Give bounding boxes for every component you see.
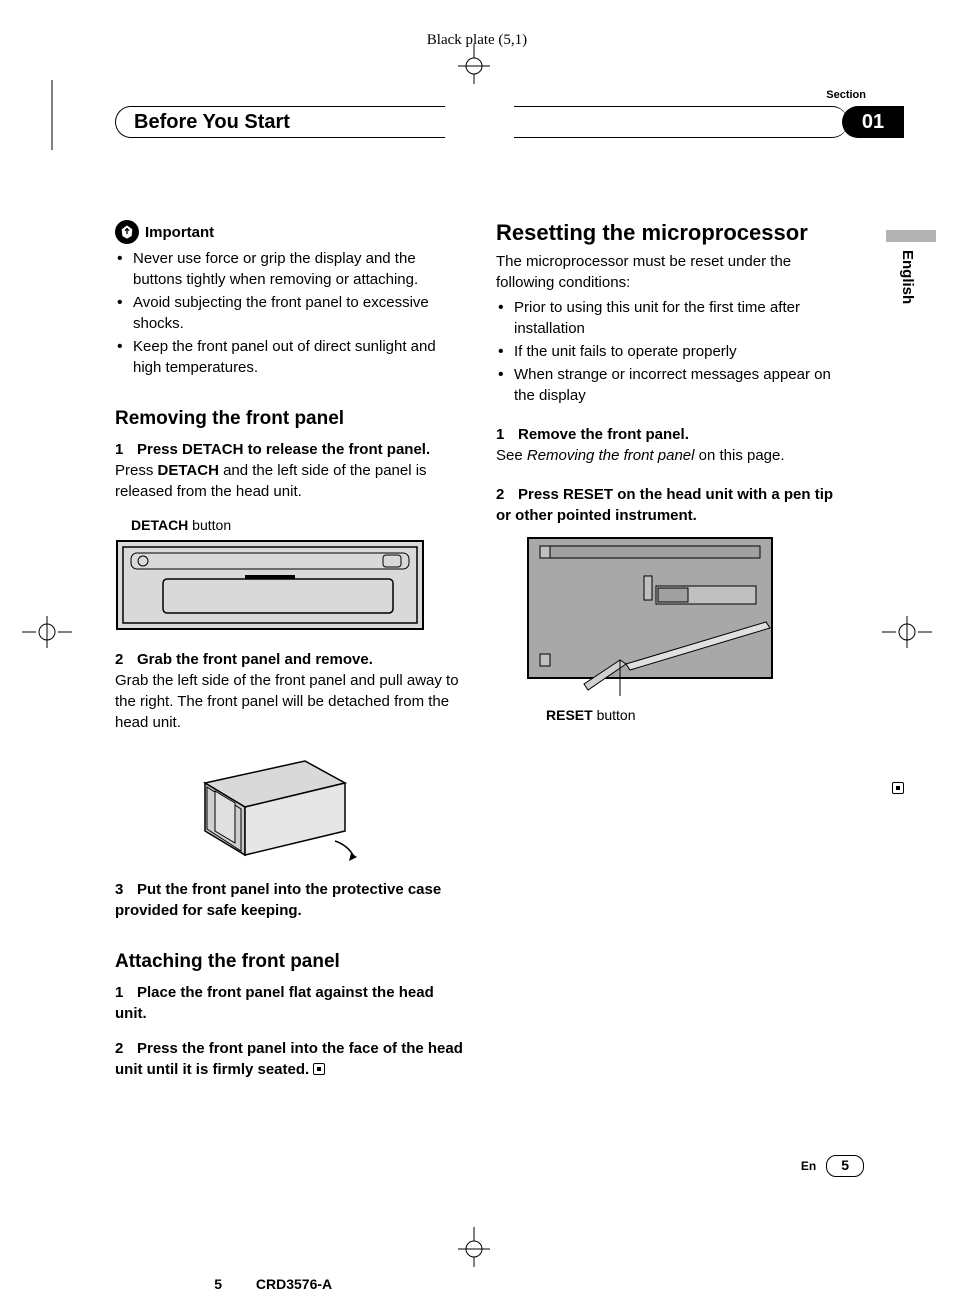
step: 2Grab the front panel and remove. Grab t… [115,649,468,733]
list-item: Keep the front panel out of direct sunli… [133,336,468,378]
list-item: When strange or incorrect messages appea… [514,364,849,406]
language-label: English [897,250,918,304]
step-lead: 2Grab the front panel and remove. [115,649,468,670]
footer-page-en: En 5 [801,1155,864,1177]
list-item: Prior to using this unit for the first t… [514,297,849,339]
resetting-heading: Resetting the microprocessor [496,220,849,245]
right-column: Resetting the microprocessor The micropr… [496,220,849,1080]
list-item: If the unit fails to operate properly [514,341,849,362]
section-number: 01 [842,106,904,138]
step: 11 Press DETACH to release the front pan… [115,439,468,502]
language-tab: English [882,230,918,320]
reset-figure [526,536,849,696]
trim-line [50,80,54,150]
step: 2Press the front panel into the face of … [115,1038,468,1080]
section-label: Section [826,88,866,103]
step-lead: 11 Press DETACH to release the front pan… [115,439,468,460]
end-mark-icon [313,1063,325,1075]
remove-figure [185,743,468,863]
plate-label: Black plate (5,1) [0,30,954,51]
step: 3Put the front panel into the protective… [115,879,468,921]
step-lead: 2Press RESET on the head unit with a pen… [496,484,849,526]
reset-intro: The microprocessor must be reset under t… [496,251,849,293]
detach-caption: DETACH button [131,516,468,536]
detach-figure [115,539,468,631]
attaching-heading: Attaching the front panel [115,949,468,976]
step-lead: 3Put the front panel into the protective… [115,879,468,921]
important-label: Important [145,222,214,243]
page-title: Before You Start [115,106,445,138]
step-body: Grab the left side of the front panel an… [115,670,468,733]
step-body: See Removing the front panel on this pag… [496,445,849,466]
important-list: Never use force or grip the display and … [115,248,468,378]
list-item: Avoid subjecting the front panel to exce… [133,292,468,334]
removing-heading: Removing the front panel [115,406,468,433]
left-column: Important Never use force or grip the di… [115,220,468,1080]
step-lead: 2Press the front panel into the face of … [115,1038,468,1080]
footer-model: 5 CRD3576-A [192,1275,332,1295]
page-area: Section Before You Start 01 English Impo… [50,80,904,1247]
step-lead: 1Remove the front panel. [496,424,849,445]
content-columns: Important Never use force or grip the di… [115,220,849,1080]
reset-caption: RESET button [546,706,849,726]
step: 1Remove the front panel. See Removing th… [496,424,849,466]
reset-list: Prior to using this unit for the first t… [496,297,849,406]
step: 1Place the front panel flat against the … [115,982,468,1024]
end-mark-icon [892,778,904,799]
footer-page-number: 5 [826,1155,864,1177]
header: Section Before You Start 01 [115,90,904,140]
step-lead: 1Place the front panel flat against the … [115,982,468,1024]
step: 2Press RESET on the head unit with a pen… [496,484,849,526]
step-body: Press DETACH and the left side of the pa… [115,460,468,502]
important-heading: Important [115,220,468,244]
list-item: Never use force or grip the display and … [133,248,468,290]
important-icon [115,220,139,244]
footer-lang: En [801,1158,816,1175]
section-pill: 01 [514,106,904,138]
